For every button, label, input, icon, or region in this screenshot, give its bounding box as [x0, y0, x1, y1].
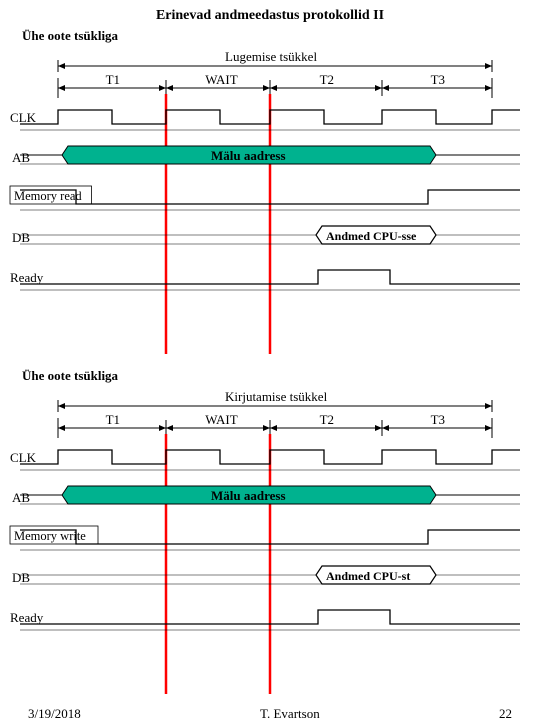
- svg-text:Kirjutamise tsükkel: Kirjutamise tsükkel: [225, 389, 328, 404]
- diagram-subtitle: Ühe oote tsükliga: [22, 368, 540, 384]
- svg-text:DB: DB: [12, 230, 30, 245]
- svg-text:DB: DB: [12, 570, 30, 585]
- svg-text:Memory read: Memory read: [14, 189, 82, 203]
- svg-text:CLK: CLK: [10, 450, 37, 465]
- svg-text:T1: T1: [106, 72, 120, 87]
- svg-text:T3: T3: [431, 412, 445, 427]
- svg-text:Ready: Ready: [10, 610, 44, 625]
- svg-text:Mälu aadress: Mälu aadress: [211, 148, 286, 163]
- svg-text:AB: AB: [12, 150, 30, 165]
- timing-diagram: Kirjutamise tsükkel T1 WAIT T2 T3 CLK Mälu aad…: [0, 384, 540, 704]
- svg-text:WAIT: WAIT: [205, 412, 238, 427]
- svg-text:WAIT: WAIT: [205, 72, 238, 87]
- svg-text:T2: T2: [320, 412, 334, 427]
- svg-text:Andmed CPU-st: Andmed CPU-st: [326, 569, 410, 583]
- svg-text:Mälu aadress: Mälu aadress: [211, 488, 286, 503]
- timing-diagram: Lugemise tsükkel T1 WAIT T2 T3 CLK Mälu aadres…: [0, 44, 540, 364]
- page-title: Erinevad andmeedastus protokollid II: [0, 8, 540, 24]
- svg-text:CLK: CLK: [10, 110, 37, 125]
- svg-text:Ready: Ready: [10, 270, 44, 285]
- svg-text:T1: T1: [106, 412, 120, 427]
- svg-text:T3: T3: [431, 72, 445, 87]
- svg-text:Memory write: Memory write: [14, 529, 86, 543]
- diagram-subtitle: Ühe oote tsükliga: [22, 28, 540, 44]
- svg-text:Lugemise tsükkel: Lugemise tsükkel: [225, 49, 317, 64]
- svg-text:Andmed CPU-sse: Andmed CPU-sse: [326, 229, 417, 243]
- svg-text:T2: T2: [320, 72, 334, 87]
- svg-text:AB: AB: [12, 490, 30, 505]
